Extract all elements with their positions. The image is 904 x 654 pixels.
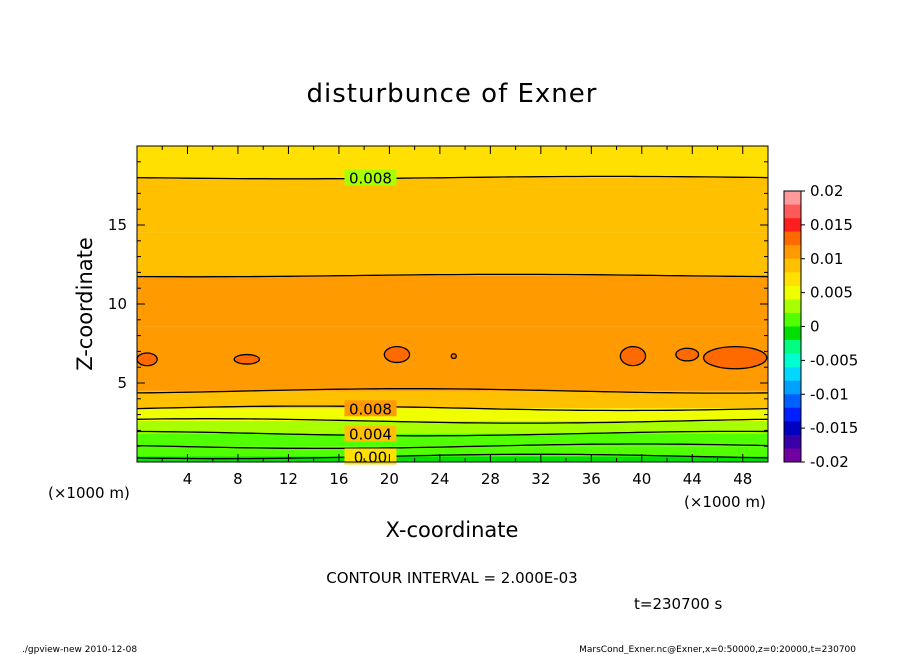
colorbar-label-5: -0.005 — [810, 351, 858, 369]
colorbar-label-2: 0.01 — [810, 250, 843, 268]
x-tick-label: 48 — [733, 470, 752, 488]
contour-line-5 — [137, 430, 769, 437]
x-tick-label: 24 — [430, 470, 449, 488]
band-10 — [137, 146, 768, 178]
closed-contours — [136, 346, 768, 370]
colorbar-segment-14 — [784, 380, 801, 395]
colorbar-segment-18 — [784, 434, 801, 449]
colorbar-label-3: 0.005 — [810, 284, 853, 302]
chart-title: disturbunce of Exner — [307, 79, 598, 109]
colorbar-segment-7 — [784, 285, 801, 300]
colorbar-segment-0 — [784, 191, 801, 205]
x-tick-label: 12 — [279, 470, 298, 488]
band-1 — [137, 446, 768, 457]
x-tick-label: 28 — [481, 470, 500, 488]
time-label: t=230700 s — [634, 595, 722, 613]
colorbar-segment-12 — [784, 353, 801, 368]
closed-contour-0 — [136, 352, 158, 367]
colorbar-segment-8 — [784, 299, 801, 314]
x-axis-ticks: 4 8 12 16 20 24 28 32 36 40 44 48 — [161, 146, 752, 488]
x-unit-left: (×1000 m) — [48, 484, 130, 502]
band-0 — [137, 456, 768, 462]
colorbar-segment-11 — [784, 340, 801, 354]
y-tick-label: 5 — [117, 374, 127, 392]
contour-interval: CONTOUR INTERVAL = 2.000E-03 — [326, 569, 577, 587]
closed-contour-2 — [383, 346, 411, 364]
x-tick-label: 20 — [380, 470, 399, 488]
x-tick-label: 40 — [632, 470, 651, 488]
colorbar-label-6: -0.01 — [810, 385, 849, 403]
y-tick-label: 15 — [108, 216, 127, 234]
colorbar-segment-9 — [784, 312, 801, 327]
band-9 — [137, 177, 768, 233]
x-tick-label: 4 — [183, 470, 193, 488]
contour-label-bg-7 — [344, 448, 397, 465]
y-axis-ticks: 5 10 15 — [108, 161, 768, 447]
colorbar-segment-15 — [784, 394, 801, 409]
contour-label-3: 0.008 — [349, 400, 392, 418]
colorbar-label-4: 0 — [810, 318, 820, 336]
closed-contour-3 — [450, 353, 457, 360]
y-tick-label: 10 — [108, 295, 127, 313]
contour-line-3 — [136, 405, 769, 412]
colorbar-segment-13 — [784, 367, 801, 381]
band-3 — [137, 420, 768, 434]
colorbar-segment-16 — [784, 407, 801, 422]
colorbar-segment-6 — [784, 272, 801, 287]
x-tick-label: 36 — [582, 470, 601, 488]
band-7 — [137, 275, 768, 327]
footer-right: MarsCond_Exner.nc@Exner,x=0:50000,z=0:20… — [579, 645, 856, 654]
contour-label-bg-0 — [344, 169, 397, 186]
x-axis-label: X-coordinate — [386, 518, 519, 542]
x-tick-label: 32 — [531, 470, 550, 488]
closed-contour-6 — [702, 346, 768, 370]
colorbar-segment-4 — [784, 245, 801, 260]
contour-label-bg-3 — [344, 400, 397, 417]
band-8 — [137, 232, 768, 276]
colorbar-segment-19 — [784, 448, 801, 463]
colorbar-label-7: -0.015 — [810, 419, 858, 437]
contour-line-6 — [136, 443, 769, 450]
contour-line-2 — [136, 388, 769, 394]
colorbar-segment-17 — [784, 421, 801, 436]
contour-bands — [137, 146, 768, 462]
contour-line-1 — [137, 273, 769, 278]
x-tick-label: 8 — [233, 470, 243, 488]
colorbar-labels: 0.02 0.015 0.01 0.005 0 -0.005 -0.01 -0.015 -0.0… — [801, 182, 858, 471]
y-axis-label: Z-coordinate — [73, 237, 97, 371]
colorbar-label-1: 0.015 — [810, 216, 853, 234]
contour-line-0 — [136, 175, 769, 180]
contour-label-0: 0.008 — [349, 170, 392, 188]
band-5 — [137, 390, 768, 409]
closed-contour-1 — [233, 353, 261, 365]
contour-label-7: 0.00 — [354, 448, 387, 466]
colorbar-segment-10 — [784, 326, 801, 341]
x-tick-label: 16 — [329, 470, 348, 488]
band-2 — [137, 433, 768, 447]
band-4 — [137, 408, 768, 421]
contour-lines — [136, 175, 769, 460]
colorbar-segment-1 — [784, 204, 801, 219]
x-unit-right: (×1000 m) — [684, 493, 766, 511]
closed-contour-5 — [675, 347, 700, 362]
contour-line-4 — [136, 418, 769, 424]
contour-label-bg-5 — [344, 425, 397, 442]
contour-line-7 — [136, 453, 769, 460]
footer-left: ./gpview-new 2010-12-08 — [22, 645, 137, 654]
contour-label-5: 0.004 — [349, 426, 392, 444]
closed-contour-4 — [619, 346, 647, 367]
x-tick-label: 44 — [683, 470, 702, 488]
colorbar-segment-5 — [784, 258, 801, 273]
colorbar-segment-2 — [784, 218, 801, 232]
colorbar-label-8: -0.02 — [810, 453, 849, 471]
colorbar-segment-3 — [784, 231, 801, 246]
colorbar-label-0: 0.02 — [810, 182, 843, 200]
colorbar — [783, 190, 802, 463]
